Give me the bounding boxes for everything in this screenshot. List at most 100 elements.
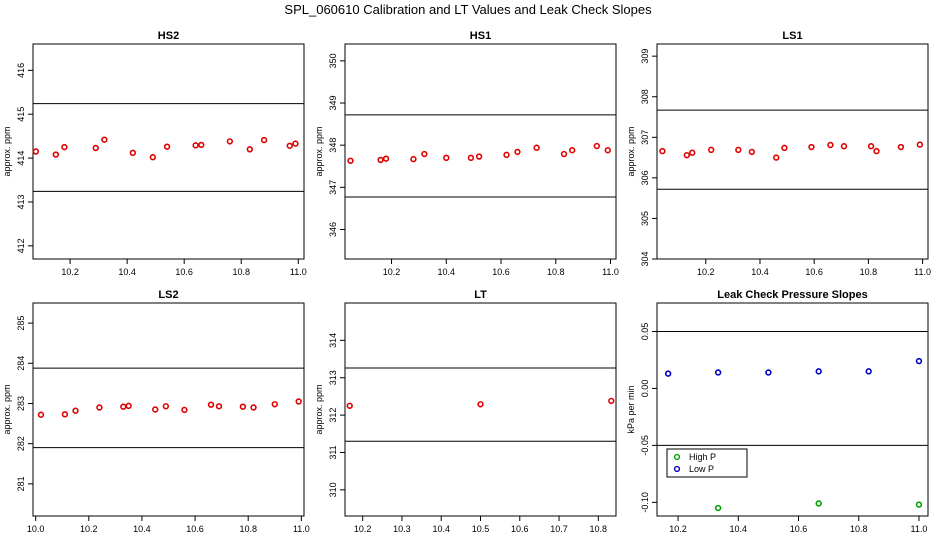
legend-entry: High P <box>689 452 716 462</box>
data-point-ls2 <box>250 404 257 411</box>
y-tick-label: 313 <box>328 370 338 385</box>
y-tick-label: 311 <box>328 445 338 459</box>
data-point-hs1 <box>410 155 417 163</box>
data-point-hs1 <box>503 151 510 159</box>
plot-frame <box>656 43 929 260</box>
y-tick-label: 346 <box>328 222 338 237</box>
data-point-ls2 <box>271 401 278 408</box>
x-tick-label: 10.4 <box>751 267 769 277</box>
y-axis-label: approx. ppm <box>314 126 324 176</box>
y-tick-label: 284 <box>16 356 26 371</box>
data-point-ls1 <box>867 143 875 150</box>
data-point-hs2 <box>52 151 60 158</box>
panel-title: HS2 <box>158 30 179 42</box>
data-point-hs2 <box>61 143 68 151</box>
data-point-ls2 <box>239 403 247 410</box>
plot-frame <box>32 43 305 260</box>
data-point-hs1 <box>569 147 576 154</box>
data-point-ls2 <box>162 403 170 410</box>
plot-frame <box>344 302 617 517</box>
y-tick-label: 285 <box>16 316 26 331</box>
y-tick-label: 307 <box>640 130 650 145</box>
data-point-hs1 <box>467 154 475 162</box>
y-tick-label: 349 <box>328 96 338 111</box>
data-point-ls1 <box>916 141 924 148</box>
data-point-ls1 <box>748 148 756 156</box>
data-point-high-p <box>915 501 923 508</box>
x-tick-label: 10.4 <box>118 267 136 277</box>
x-tick-label: 10.3 <box>393 524 411 534</box>
data-point-hs2 <box>101 136 108 143</box>
y-tick-label: 309 <box>640 49 650 64</box>
y-axis-label: approx. ppm <box>2 126 12 176</box>
figure-title: SPL_060610 Calibration and LT Values and… <box>284 2 652 17</box>
data-point-ls1 <box>773 154 780 161</box>
data-point-low-p <box>865 368 872 375</box>
panel-title: LS2 <box>158 289 178 301</box>
data-point-hs2 <box>163 143 171 150</box>
x-tick-label: 10.6 <box>805 267 823 277</box>
data-point-low-p <box>765 369 772 376</box>
data-point-ls1 <box>735 146 742 154</box>
data-point-hs2 <box>260 136 268 144</box>
legend-marker <box>673 453 681 461</box>
plot-frame <box>656 302 929 517</box>
legend-box <box>666 448 748 478</box>
data-point-ls2 <box>61 411 69 418</box>
x-tick-label: 10.8 <box>850 524 868 534</box>
data-point-hs2 <box>292 140 299 147</box>
data-point-lt <box>608 397 615 405</box>
y-tick-label: 348 <box>328 138 338 153</box>
x-tick-label: 11.0 <box>911 524 928 534</box>
x-tick-label: 10.2 <box>669 524 687 534</box>
x-tick-label: 11.0 <box>602 267 619 277</box>
x-tick-label: 11.0 <box>293 524 310 534</box>
data-point-ls1 <box>707 146 715 154</box>
x-tick-label: 11.0 <box>290 267 307 277</box>
panel-6: Leak Check Pressure Slopes 10.2 10.4 10.6 10… <box>626 289 929 534</box>
x-tick-label: 10.5 <box>472 524 490 534</box>
data-point-high-p <box>815 500 822 507</box>
x-tick-label: 10.2 <box>354 524 372 534</box>
data-point-ls1 <box>897 143 905 151</box>
y-tick-label: 0.00 <box>640 380 650 398</box>
panel-3: LS1 10.2 10.4 10.6 10.8 11.0 304 305 306 307 308 30… <box>626 30 931 277</box>
data-point-hs1 <box>560 150 568 158</box>
data-point-ls2 <box>215 403 223 410</box>
data-point-hs2 <box>32 148 40 155</box>
y-tick-label: 414 <box>16 151 26 166</box>
data-point-hs2 <box>129 149 137 157</box>
data-point-hs2 <box>149 154 157 161</box>
y-tick-label: 305 <box>640 211 650 226</box>
data-point-hs1 <box>514 148 521 156</box>
data-point-hs1 <box>604 147 611 154</box>
data-point-ls1 <box>683 151 691 159</box>
data-point-ls1 <box>781 144 788 152</box>
data-point-hs2 <box>198 141 205 149</box>
x-tick-label: 10.8 <box>860 267 878 277</box>
data-point-lt <box>477 401 484 408</box>
data-point-hs2 <box>192 142 199 149</box>
data-point-ls2 <box>96 404 103 411</box>
x-tick-label: 10.6 <box>186 524 204 534</box>
y-tick-label: 350 <box>328 53 338 68</box>
data-point-hs2 <box>286 142 293 149</box>
panel-1: HS2 10.2 10.4 10.6 10.8 11.0 412 413 414 415 416 ap… <box>2 30 307 277</box>
data-point-ls1 <box>808 143 815 151</box>
data-point-low-p <box>915 357 923 365</box>
y-tick-label: 282 <box>16 436 26 451</box>
data-point-ls2 <box>37 411 45 418</box>
data-point-ls2 <box>125 402 132 410</box>
data-point-hs2 <box>92 144 99 152</box>
data-point-hs1 <box>421 150 428 158</box>
y-tick-label: 308 <box>640 89 650 104</box>
y-tick-label: 412 <box>16 238 26 253</box>
legend-entry: Low P <box>689 464 714 474</box>
data-point-ls1 <box>689 149 696 156</box>
y-tick-label: 306 <box>640 170 650 185</box>
y-tick-label: 415 <box>16 107 26 122</box>
y-axis-label: approx. ppm <box>626 126 636 176</box>
data-point-hs1 <box>382 155 390 162</box>
y-tick-label: 304 <box>640 251 650 266</box>
